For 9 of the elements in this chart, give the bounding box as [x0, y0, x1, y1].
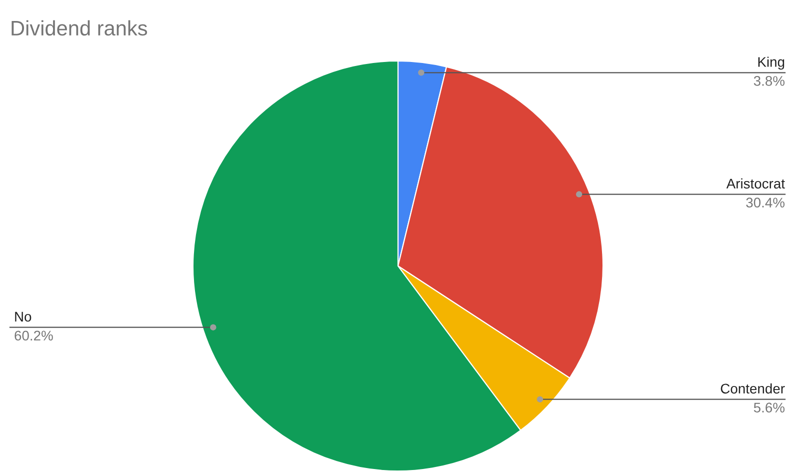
- data-label: 5.6%: [754, 402, 785, 413]
- data-label: 60.2%: [14, 330, 53, 341]
- data-label: 30.4%: [746, 198, 785, 208]
- slice-label: King: [758, 56, 784, 70]
- slice-label: No: [15, 312, 32, 322]
- slice-label: Contender: [720, 383, 785, 394]
- data-label: 3.8%: [754, 76, 785, 86]
- chart-title: Dividend ranks: [12, 20, 148, 36]
- slice-label: Aristocrat: [726, 178, 785, 189]
